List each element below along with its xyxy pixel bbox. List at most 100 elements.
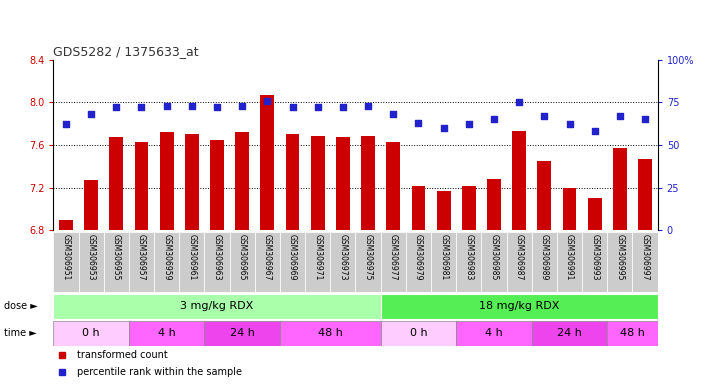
Bar <box>481 232 506 292</box>
Bar <box>487 179 501 230</box>
Bar <box>53 321 129 346</box>
Point <box>337 104 348 111</box>
Bar <box>205 321 280 346</box>
Point <box>438 125 449 131</box>
Bar <box>84 180 98 230</box>
Point <box>589 128 600 134</box>
Text: GSM306955: GSM306955 <box>112 234 121 281</box>
Bar <box>532 321 607 346</box>
Bar <box>557 232 582 292</box>
Point <box>463 121 474 127</box>
Point <box>539 113 550 119</box>
Point <box>136 104 147 111</box>
Bar <box>512 131 526 230</box>
Text: GSM306995: GSM306995 <box>616 234 624 281</box>
Bar <box>562 188 577 230</box>
Bar <box>336 137 350 230</box>
Bar <box>53 232 78 292</box>
Bar <box>361 136 375 230</box>
Text: 4 h: 4 h <box>158 328 176 338</box>
Text: 48 h: 48 h <box>620 328 645 338</box>
Text: 0 h: 0 h <box>82 328 100 338</box>
Bar <box>462 185 476 230</box>
Bar <box>134 142 149 230</box>
Bar <box>437 191 451 230</box>
Bar <box>538 161 551 230</box>
Bar <box>179 232 205 292</box>
Bar <box>406 232 431 292</box>
Text: GSM306951: GSM306951 <box>61 234 70 280</box>
Text: GSM306969: GSM306969 <box>288 234 297 281</box>
Bar <box>638 159 652 230</box>
Point <box>513 99 525 105</box>
Text: GSM306983: GSM306983 <box>464 234 474 280</box>
Text: GSM306963: GSM306963 <box>213 234 222 281</box>
Bar <box>230 232 255 292</box>
Point <box>387 111 399 117</box>
Bar <box>53 294 380 319</box>
Text: 0 h: 0 h <box>410 328 427 338</box>
Bar <box>613 148 627 230</box>
Bar <box>607 232 633 292</box>
Point <box>488 116 500 122</box>
Bar <box>386 142 400 230</box>
Bar <box>59 220 73 230</box>
Point <box>312 104 324 111</box>
Bar <box>280 232 305 292</box>
Text: GDS5282 / 1375633_at: GDS5282 / 1375633_at <box>53 45 199 58</box>
Bar <box>412 185 425 230</box>
Text: GSM306975: GSM306975 <box>363 234 373 281</box>
Point <box>363 103 374 109</box>
Text: GSM306981: GSM306981 <box>439 234 448 280</box>
Text: percentile rank within the sample: percentile rank within the sample <box>77 367 242 377</box>
Text: 3 mg/kg RDX: 3 mg/kg RDX <box>181 301 254 311</box>
Bar <box>506 232 532 292</box>
Text: time ►: time ► <box>4 328 36 338</box>
Text: GSM306977: GSM306977 <box>389 234 397 281</box>
Point <box>262 98 273 104</box>
Point <box>639 116 651 122</box>
Bar <box>255 232 280 292</box>
Bar <box>129 232 154 292</box>
Text: GSM306987: GSM306987 <box>515 234 524 280</box>
Text: GSM306965: GSM306965 <box>237 234 247 281</box>
Point <box>85 111 97 117</box>
Text: GSM306991: GSM306991 <box>565 234 574 280</box>
Text: transformed count: transformed count <box>77 350 169 360</box>
Point <box>287 104 298 111</box>
Bar <box>104 232 129 292</box>
Text: GSM306967: GSM306967 <box>263 234 272 281</box>
Point <box>111 104 122 111</box>
Bar <box>456 321 532 346</box>
Text: GSM306973: GSM306973 <box>338 234 348 281</box>
Bar <box>380 321 456 346</box>
Text: 4 h: 4 h <box>485 328 503 338</box>
Point <box>237 103 248 109</box>
Text: 48 h: 48 h <box>318 328 343 338</box>
Bar <box>129 321 205 346</box>
Bar <box>286 134 299 230</box>
Text: GSM306993: GSM306993 <box>590 234 599 281</box>
Text: GSM306997: GSM306997 <box>641 234 650 281</box>
Text: dose ►: dose ► <box>4 301 37 311</box>
Text: GSM306989: GSM306989 <box>540 234 549 280</box>
Bar <box>380 232 406 292</box>
Bar <box>185 134 199 230</box>
Bar <box>235 132 249 230</box>
Bar <box>633 232 658 292</box>
Point <box>161 103 172 109</box>
Bar <box>588 199 602 230</box>
Bar <box>331 232 356 292</box>
Text: GSM306953: GSM306953 <box>87 234 95 281</box>
Point <box>413 120 424 126</box>
Point <box>211 104 223 111</box>
Bar <box>160 132 173 230</box>
Bar <box>380 294 658 319</box>
Bar <box>205 232 230 292</box>
Bar <box>607 321 658 346</box>
Text: GSM306985: GSM306985 <box>489 234 498 280</box>
Bar <box>210 140 224 230</box>
Bar <box>260 95 274 230</box>
Text: 24 h: 24 h <box>230 328 255 338</box>
Point <box>564 121 575 127</box>
